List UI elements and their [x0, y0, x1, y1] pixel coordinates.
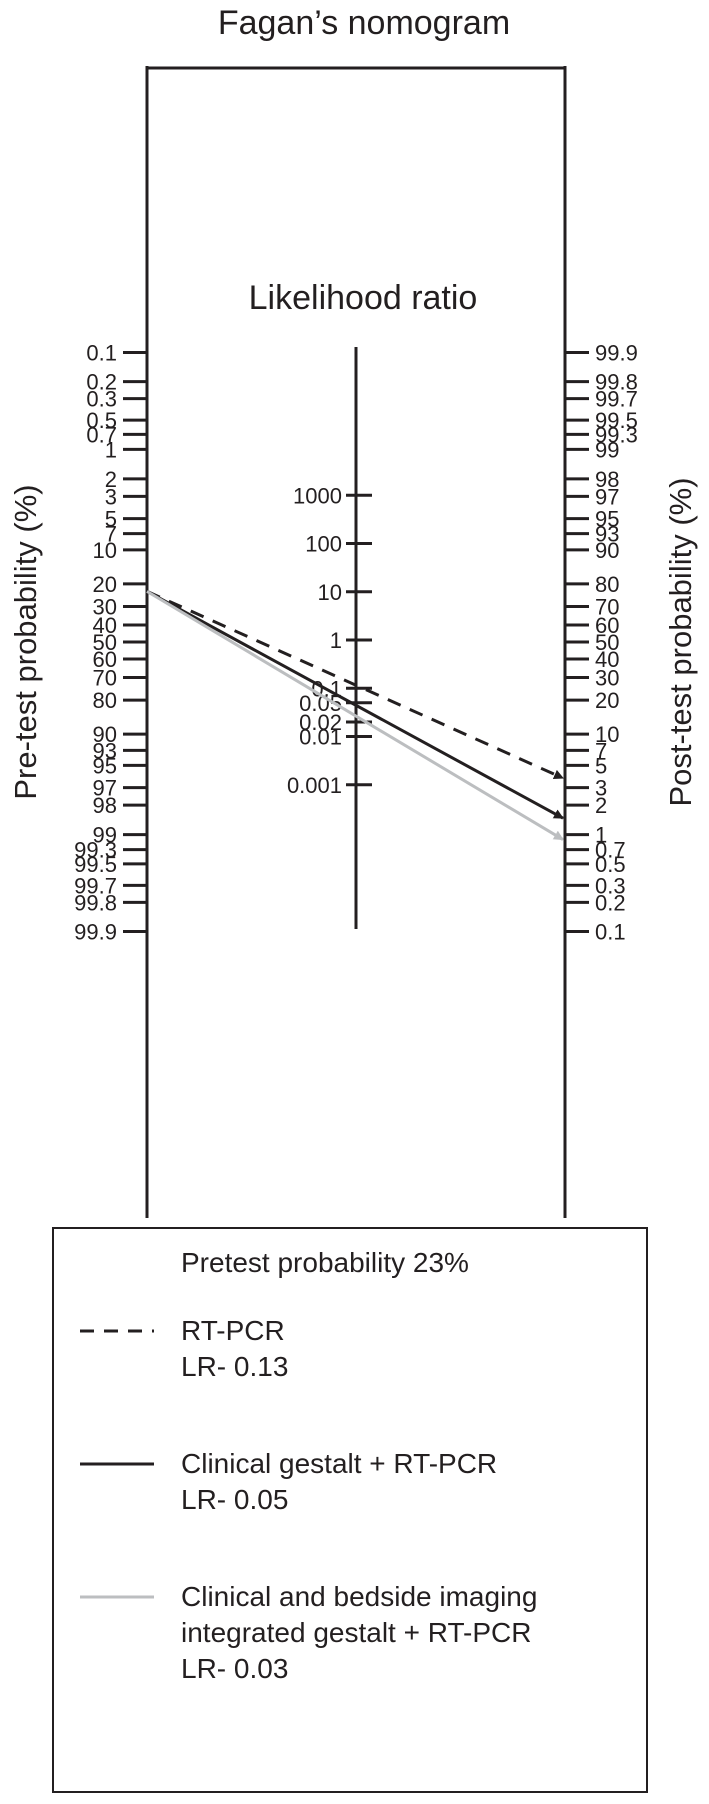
- left-tick-label-97: 97: [93, 776, 117, 801]
- right-tick-label-99-3: 99.3: [595, 422, 638, 447]
- left-tick-label-50: 50: [93, 630, 117, 655]
- legend-swatch-clinical-gestalt: [80, 1462, 154, 1466]
- right-tick-label-97: 97: [595, 484, 619, 509]
- right-tick-label-90: 90: [595, 538, 619, 563]
- legend-sublabel-clinical-gestalt: LR- 0.05: [181, 1484, 289, 1515]
- right-tick-label-5: 5: [595, 753, 607, 778]
- left-tick-label-40: 40: [93, 613, 117, 638]
- left-tick-label-60: 60: [93, 647, 117, 672]
- legend-sublabel-integrated-gestalt: LR- 0.03: [181, 1653, 289, 1684]
- right-tick-label-10: 10: [595, 722, 619, 747]
- lr-tick-label-1000: 1000: [293, 483, 342, 508]
- right-tick-label-0-3: 0.3: [595, 873, 626, 898]
- right-tick-label-30: 30: [595, 666, 619, 691]
- right-tick-label-0-7: 0.7: [595, 838, 626, 863]
- right-tick-label-70: 70: [595, 594, 619, 619]
- left-tick-label-98: 98: [93, 793, 117, 818]
- right-tick-label-2: 2: [595, 793, 607, 818]
- right-tick-label-50: 50: [595, 630, 619, 655]
- series-line-clinical-and-bedside-imaging-integrated-gestalt-rt-pcr: [146, 590, 564, 841]
- right-tick-label-3: 3: [595, 776, 607, 801]
- right-tick-label-98: 98: [595, 467, 619, 492]
- left-tick-label-0-3: 0.3: [86, 387, 117, 412]
- lr-tick-label-0-001: 0.001: [287, 773, 342, 798]
- left-tick-label-0-7: 0.7: [86, 422, 117, 447]
- chart-title: Fagan’s nomogram: [218, 4, 510, 42]
- right-tick-label-0-2: 0.2: [595, 890, 626, 915]
- left-axis-title: Pre-test probability (%): [8, 484, 43, 799]
- right-tick-label-93: 93: [595, 522, 619, 547]
- right-tick-label-40: 40: [595, 647, 619, 672]
- legend-label-clinical-gestalt: Clinical gestalt + RT-PCR: [181, 1448, 498, 1479]
- legend-sublabel-rt-pcr: LR- 0.13: [181, 1351, 289, 1382]
- left-tick-label-99: 99: [93, 823, 117, 848]
- left-tick-label-3: 3: [105, 484, 117, 509]
- right-tick-label-99: 99: [595, 437, 619, 462]
- left-tick-label-70: 70: [93, 666, 117, 691]
- lr-axis-title: Likelihood ratio: [249, 279, 478, 317]
- right-axis-ticks: 99.999.899.799.599.399989795939080706050…: [565, 341, 638, 944]
- legend-swatch-integrated-gestalt: [80, 1595, 154, 1599]
- right-tick-label-99-9: 99.9: [595, 341, 638, 366]
- lr-tick-label-100: 100: [305, 532, 342, 557]
- left-tick-label-5: 5: [105, 507, 117, 532]
- left-tick-label-99-5: 99.5: [74, 852, 117, 877]
- lr-tick-label-0-01: 0.01: [299, 725, 342, 750]
- series-lines: [146, 589, 564, 841]
- left-tick-label-95: 95: [93, 753, 117, 778]
- left-tick-label-1: 1: [105, 437, 117, 462]
- left-tick-label-90: 90: [93, 722, 117, 747]
- series-line-clinical-gestalt-rt-pcr: [146, 590, 564, 820]
- legend-label-integrated-gestalt-line2: integrated gestalt + RT-PCR: [181, 1617, 532, 1648]
- left-tick-label-0-1: 0.1: [86, 341, 117, 366]
- right-tick-label-1: 1: [595, 823, 607, 848]
- left-tick-label-80: 80: [93, 688, 117, 713]
- right-tick-label-99-8: 99.8: [595, 370, 638, 395]
- right-tick-label-20: 20: [595, 688, 619, 713]
- right-tick-label-0-1: 0.1: [595, 919, 626, 944]
- right-tick-label-80: 80: [595, 572, 619, 597]
- left-tick-label-99-9: 99.9: [74, 919, 117, 944]
- right-tick-label-7: 7: [595, 738, 607, 763]
- left-tick-label-30: 30: [93, 594, 117, 619]
- right-tick-label-95: 95: [595, 507, 619, 532]
- left-tick-label-93: 93: [93, 738, 117, 763]
- left-tick-label-7: 7: [105, 522, 117, 547]
- legend-label-integrated-gestalt-line1: Clinical and bedside imaging: [181, 1581, 538, 1612]
- right-tick-label-99-5: 99.5: [595, 408, 638, 433]
- left-tick-label-0-5: 0.5: [86, 408, 117, 433]
- right-tick-label-60: 60: [595, 613, 619, 638]
- legend: Pretest probability 23% RT-PCR LR- 0.13 …: [52, 1227, 648, 1793]
- legend-label-rt-pcr: RT-PCR: [181, 1315, 285, 1346]
- lr-tick-label-0-02: 0.02: [299, 710, 342, 735]
- lr-tick-label-1: 1: [330, 628, 342, 653]
- legend-swatch-rt-pcr: [80, 1329, 154, 1333]
- right-axis-title: Post-test probability (%): [663, 477, 698, 806]
- left-tick-label-2: 2: [105, 467, 117, 492]
- series-line-rt-pcr: [146, 589, 564, 780]
- left-tick-label-99-3: 99.3: [74, 838, 117, 863]
- legend-header: Pretest probability 23%: [181, 1247, 469, 1278]
- left-tick-label-99-7: 99.7: [74, 873, 117, 898]
- left-tick-label-99-8: 99.8: [74, 890, 117, 915]
- left-tick-label-0-2: 0.2: [86, 370, 117, 395]
- right-tick-label-0-5: 0.5: [595, 852, 626, 877]
- lr-tick-label-10: 10: [318, 580, 342, 605]
- left-tick-label-10: 10: [93, 538, 117, 563]
- left-tick-label-20: 20: [93, 572, 117, 597]
- right-tick-label-99-7: 99.7: [595, 387, 638, 412]
